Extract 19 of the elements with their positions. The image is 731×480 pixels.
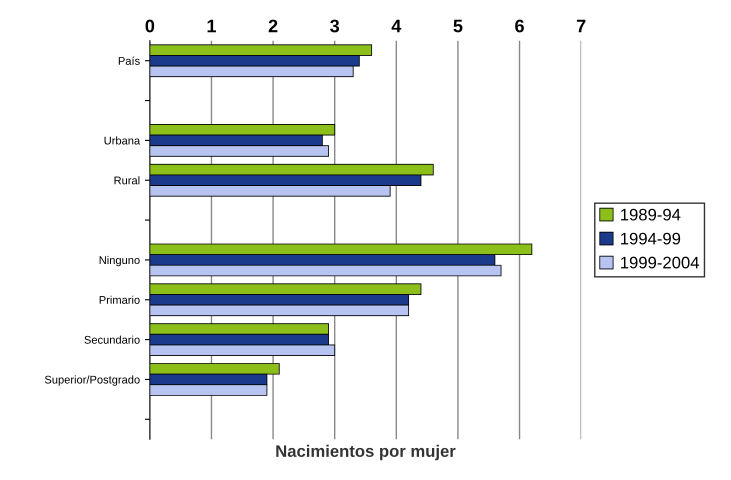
y-tick-label: Ninguno — [100, 256, 140, 266]
x-tick-label: 2 — [268, 20, 278, 32]
x-tick-label: 0 — [146, 20, 154, 32]
y-tick-label: Primario — [100, 296, 140, 304]
legend-label: 1999-2004 — [621, 256, 699, 268]
y-tick-label: País — [118, 56, 140, 65]
x-tick-label: 3 — [330, 20, 340, 32]
x-tick-label: 1 — [208, 20, 216, 32]
x-tick-label: 7 — [576, 20, 586, 32]
x-tick-label: 4 — [392, 20, 402, 32]
x-tick-label: 5 — [453, 20, 462, 32]
y-tick-label: Urbana — [104, 136, 140, 145]
y-tick-label: Superior/Postgrado — [44, 375, 140, 386]
legend-label: 1994-99 — [621, 232, 680, 245]
x-axis-title: Nacimientos por mujer — [276, 444, 456, 460]
legend-label: 1989-94 — [621, 208, 680, 221]
x-tick-label: 6 — [515, 20, 524, 32]
y-tick-label: Rural — [114, 176, 140, 184]
y-tick-label: Secundario — [84, 336, 140, 344]
